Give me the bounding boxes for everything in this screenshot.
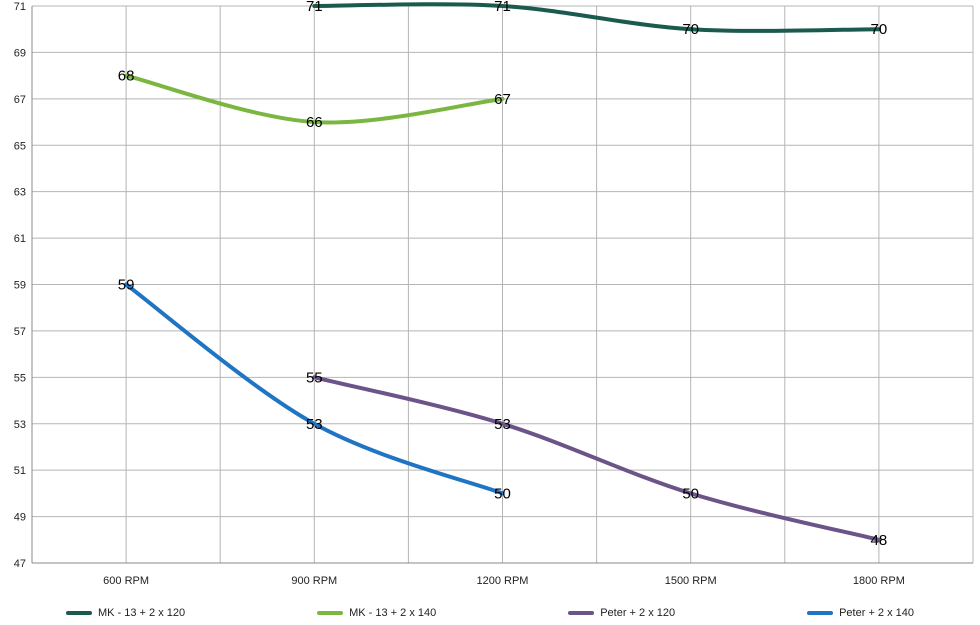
data-label: 66 [306, 114, 323, 131]
data-label: 55 [306, 369, 323, 386]
legend-item-2: MK - 13 + 2 x 140 [317, 607, 436, 619]
series-line-3 [312, 375, 881, 542]
y-tick-label: 63 [14, 187, 26, 199]
legend-label: MK - 13 + 2 x 140 [349, 607, 437, 619]
series-line-1 [312, 2, 881, 33]
x-tick-label: 1500 RPM [665, 575, 717, 587]
data-label: 53 [306, 416, 323, 433]
y-tick-label: 47 [14, 558, 26, 570]
legend-label: Peter + 2 x 140 [839, 607, 915, 619]
y-tick-label: 61 [14, 233, 26, 245]
y-tick-label: 69 [14, 47, 26, 59]
legend-swatch [568, 611, 595, 615]
y-tick-label: 51 [14, 465, 26, 477]
y-tick-label: 67 [14, 94, 26, 106]
y-tick-label: 57 [14, 326, 26, 338]
data-label: 70 [871, 21, 888, 38]
y-tick-label: 55 [14, 372, 26, 384]
series-line-2 [124, 73, 505, 125]
data-label: 67 [494, 91, 511, 108]
data-label: 71 [306, 0, 323, 15]
data-label: 48 [871, 532, 888, 549]
y-tick-label: 59 [14, 280, 26, 292]
x-tick-label: 600 RPM [103, 575, 149, 587]
legend-item-1: MK - 13 + 2 x 120 [65, 607, 186, 619]
series-lines [124, 2, 881, 542]
legend-item-3: Peter + 2 x 120 [568, 607, 675, 619]
series-line-4 [124, 282, 505, 496]
data-labels: 71 71 70 70 68 66 67 55 53 50 48 59 53 50 [118, 0, 887, 549]
legend-swatch [317, 611, 344, 615]
data-label: 50 [494, 485, 511, 502]
y-tick-label: 49 [14, 512, 26, 524]
legend-label: MK - 13 + 2 x 120 [97, 607, 186, 619]
y-tick-label: 71 [14, 1, 26, 13]
x-tick-label: 1800 RPM [853, 575, 905, 587]
y-tick-label: 53 [14, 419, 26, 431]
data-label: 68 [118, 68, 135, 85]
data-label: 50 [682, 485, 699, 502]
legend: MK - 13 + 2 x 120 MK - 13 + 2 x 140 Peter … [0, 604, 980, 622]
data-label: 70 [682, 21, 699, 38]
legend-swatch [807, 611, 834, 615]
x-tick-label: 900 RPM [291, 575, 337, 587]
data-label: 71 [494, 0, 511, 15]
data-label: 53 [494, 416, 511, 433]
y-tick-label: 65 [14, 140, 26, 152]
legend-swatch [65, 611, 92, 615]
legend-label: Peter + 2 x 120 [600, 607, 676, 619]
legend-item-4: Peter + 2 x 140 [807, 607, 914, 619]
data-label: 59 [118, 277, 135, 294]
x-tick-label: 1200 RPM [477, 575, 529, 587]
axes: 47 49 51 53 55 57 59 61 63 65 67 69 71 600 RPM 900 RPM… [14, 1, 973, 587]
line-chart: 47 49 51 53 55 57 59 61 63 65 67 69 71 600 RPM 900 RPM… [14, 0, 974, 587]
